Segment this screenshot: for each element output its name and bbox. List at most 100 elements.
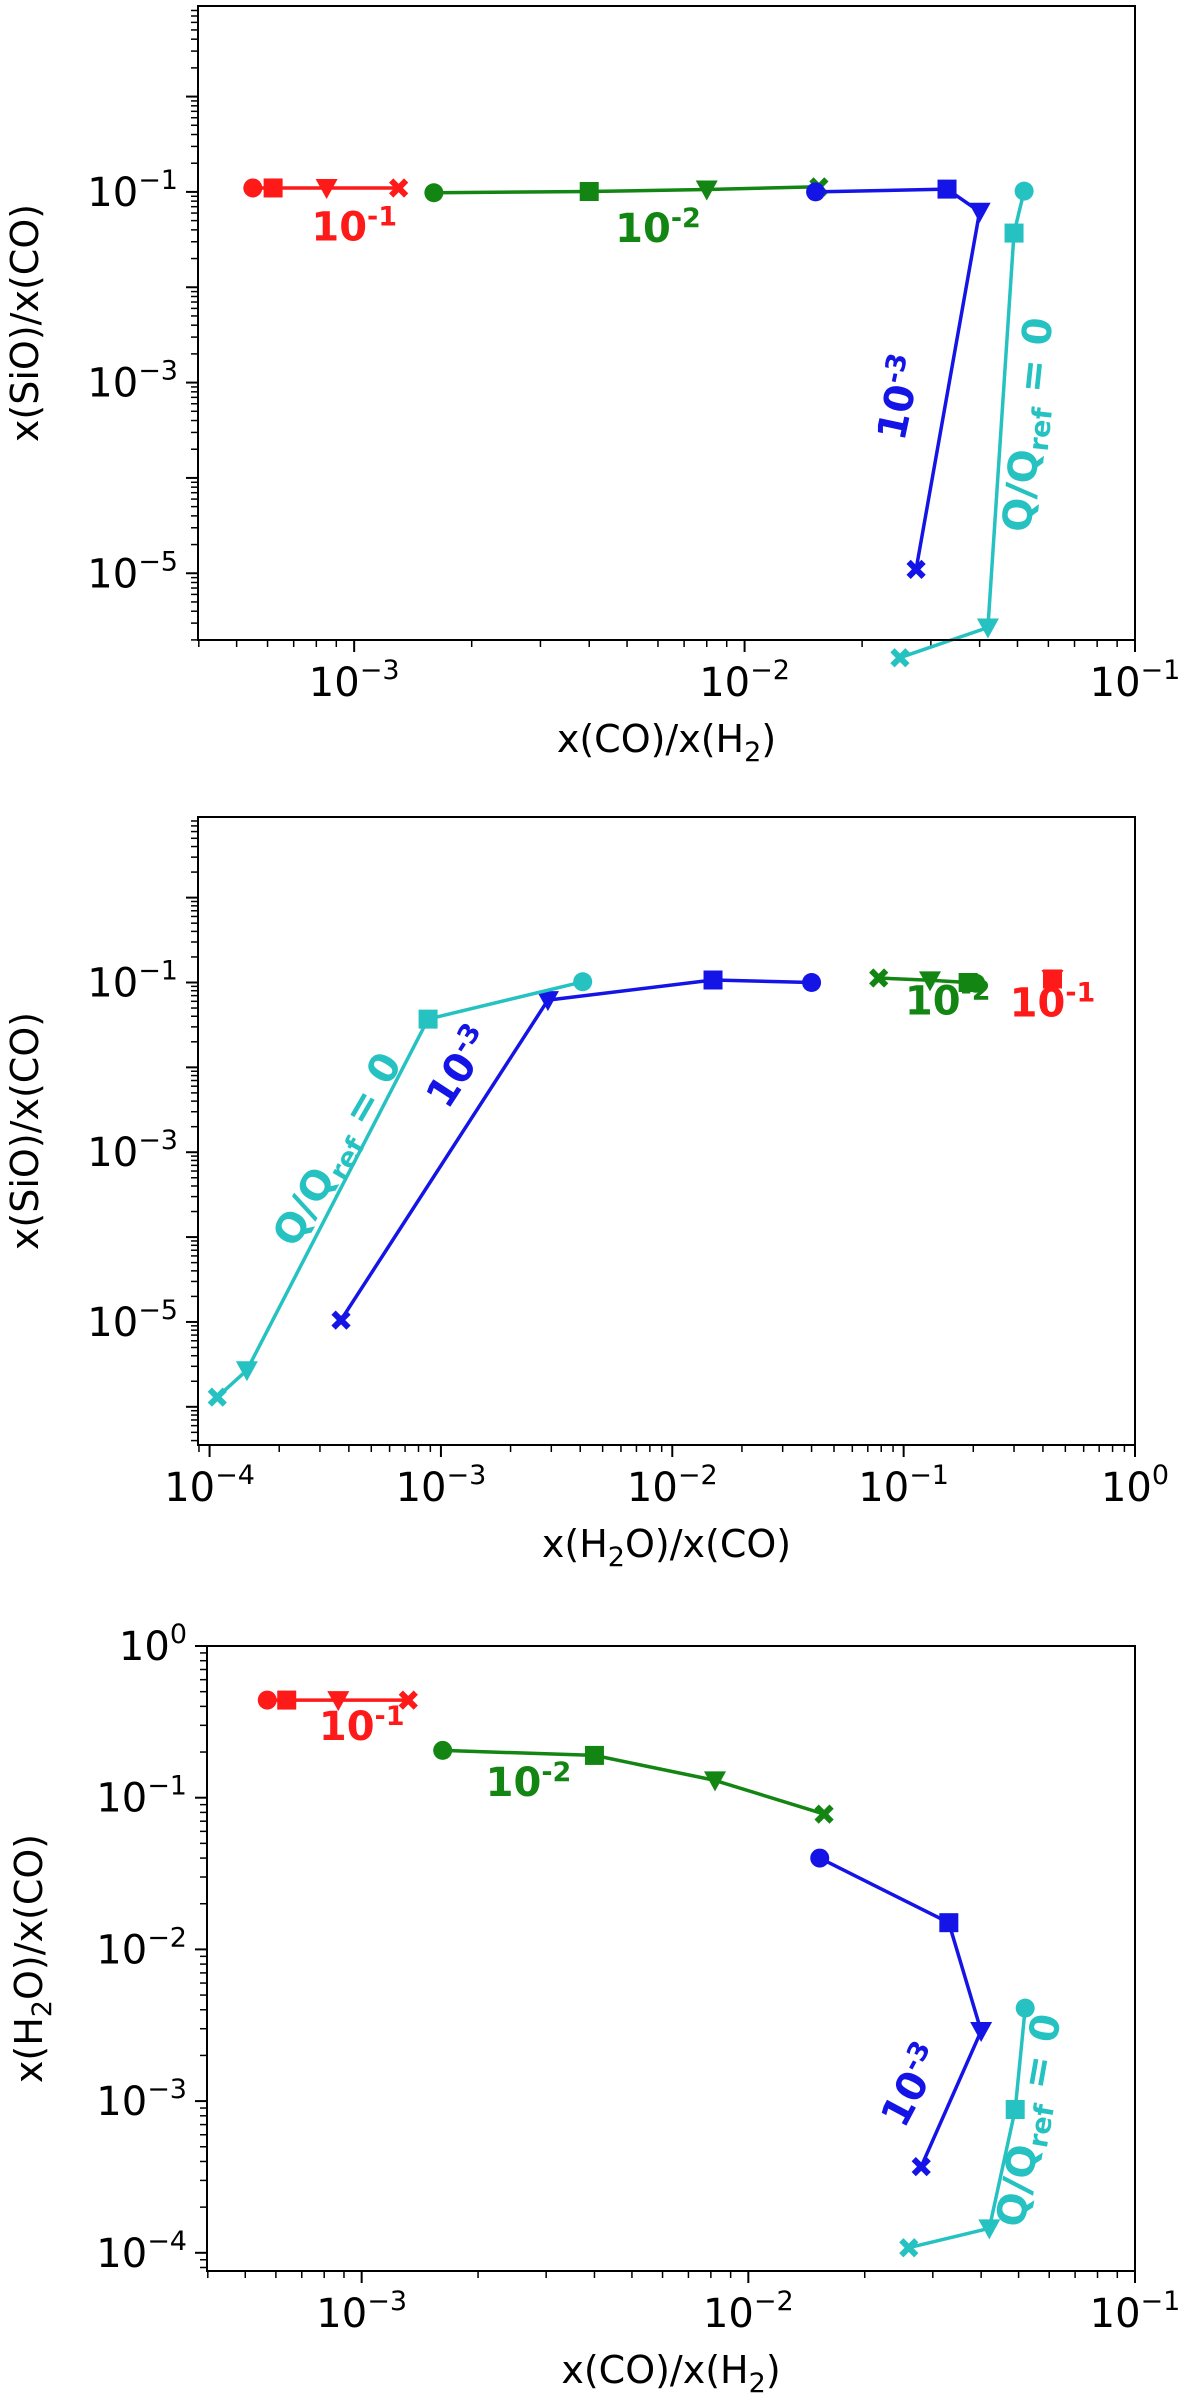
x-tick-label: 10−3: [316, 2286, 407, 2337]
annotation-tail: = 0: [1010, 2010, 1071, 2106]
y-tick-exponent: −1: [138, 955, 178, 986]
data-point-x-marker: [869, 968, 889, 988]
y-tick-exponent: −3: [138, 1125, 178, 1156]
data-point-x-marker: [389, 178, 409, 198]
y-tick-base: 10: [96, 1776, 147, 1822]
series-cyan: [899, 1998, 1035, 2258]
annotation-cyan: Q/Qref = 0: [264, 1045, 417, 1257]
data-point-square-marker: [277, 1690, 297, 1710]
x-axis-label-main: x(H: [542, 1522, 608, 1566]
y-tick-exponent: −1: [147, 1771, 187, 1802]
x-tick-exponent: −2: [678, 1460, 718, 1491]
annotation-base: Q/Q: [994, 447, 1048, 534]
x-tick-label: 10−1: [1090, 655, 1181, 706]
y-tick-exponent: −3: [138, 356, 178, 387]
annotation-base: 10: [869, 380, 926, 444]
y-tick-exponent: −2: [147, 1922, 187, 1953]
x-tick-base: 10: [164, 1465, 215, 1511]
x-tick-label: 10−2: [699, 655, 790, 706]
data-point-circle-marker: [1015, 1998, 1035, 2018]
annotation-green: 10-2: [486, 1757, 572, 1806]
annotation-base: 10: [615, 206, 671, 252]
y-axis-label: x(H2O)/x(CO): [7, 1834, 58, 2083]
x-axis-label-main: x(CO)/x(H: [561, 2348, 748, 2392]
x-tick-base: 10: [1090, 660, 1141, 706]
x-tick-base: 10: [309, 660, 360, 706]
annotation-tail: = 0: [327, 1045, 411, 1145]
x-axis-label-end: ): [766, 2348, 781, 2392]
data-point-square-marker: [939, 1913, 959, 1933]
y-axis-label-main: x(H: [7, 2017, 51, 2083]
y-tick-exponent: −3: [147, 2074, 187, 2105]
data-point-triangle-marker: [695, 180, 718, 201]
annotation-tail: = 0: [1007, 315, 1062, 409]
y-tick-label: 100: [119, 1619, 187, 1670]
annotation-superscript: -2: [961, 976, 991, 1007]
panel-middle: 10−4 10−3 10−2 10−1 10010−110−310−5x(H2O)/x(…: [3, 816, 1169, 1573]
x-tick-base: 10: [858, 1465, 909, 1511]
series-line: [815, 187, 982, 570]
x-axis-label-main: x(CO)/x(H: [557, 717, 744, 761]
y-axis-label: x(SiO)/x(CO): [3, 204, 47, 442]
data-point-x-marker: [398, 1690, 418, 1710]
data-point-square-marker: [579, 181, 599, 201]
x-tick-label: 10−4: [164, 1460, 255, 1511]
y-tick-exponent: −4: [147, 2226, 187, 2257]
y-tick-base: 10: [96, 1927, 147, 1973]
plot-frame: [206, 1645, 1136, 2272]
annotation-green: 10-2: [615, 203, 701, 252]
annotation-base: 10: [311, 204, 367, 250]
data-point-x-marker: [899, 2238, 919, 2258]
data-point-square-marker: [1005, 2100, 1025, 2120]
annotation-base: 10: [1010, 980, 1066, 1026]
x-tick-base: 10: [396, 1465, 447, 1511]
series-line: [899, 190, 1026, 660]
x-tick-base: 10: [1101, 1465, 1152, 1511]
x-tick-exponent: −2: [754, 2286, 794, 2317]
x-axis-label-sub: 2: [744, 737, 761, 768]
x-tick-exponent: −3: [367, 2286, 407, 2317]
y-tick-exponent: −5: [138, 1295, 178, 1326]
series-line: [216, 980, 584, 1399]
y-tick-base: 10: [87, 1300, 138, 1346]
series-line: [433, 185, 819, 195]
annotation-red: 10-1: [319, 1701, 405, 1750]
data-point-x-marker: [1042, 969, 1063, 989]
y-tick-label: 10−4: [96, 2226, 187, 2277]
y-tick-base: 10: [87, 1130, 138, 1176]
x-tick-exponent: −1: [909, 1460, 949, 1491]
series-line: [908, 2007, 1027, 2250]
series-green: [433, 1740, 834, 1824]
data-point-triangle-marker: [968, 202, 991, 223]
data-point-x-marker: [331, 1310, 351, 1330]
data-point-triangle-marker: [919, 971, 942, 992]
annotation-base: 10: [872, 2064, 939, 2135]
y-tick-exponent: −1: [138, 165, 178, 196]
annotation-superscript: -1: [1065, 977, 1095, 1008]
x-tick-label: 10−1: [858, 1460, 949, 1511]
annotation-base: 10: [905, 979, 961, 1025]
x-tick-label: 10−1: [1090, 2286, 1181, 2337]
x-axis-label-sub: 2: [749, 2368, 766, 2399]
x-tick-exponent: 0: [1152, 1460, 1169, 1491]
y-tick-base: 10: [96, 2079, 147, 2125]
x-tick-exponent: −2: [750, 655, 790, 686]
series-line: [818, 1856, 983, 2168]
y-tick-label: 10−3: [87, 1125, 178, 1176]
x-tick-base: 10: [627, 1465, 678, 1511]
x-tick-label: 10−2: [703, 2286, 794, 2337]
x-tick-label: 100: [1101, 1460, 1169, 1511]
x-tick-exponent: −4: [215, 1460, 255, 1491]
y-axis-label-main: x(SiO)/x(CO): [3, 1012, 47, 1250]
x-tick-base: 10: [316, 2291, 367, 2337]
x-tick-label: 10−2: [627, 1460, 718, 1511]
y-axis-label-main: x(SiO)/x(CO): [3, 204, 47, 442]
x-tick-exponent: −1: [1141, 2286, 1181, 2317]
annotation-red: 10-1: [1010, 977, 1096, 1026]
data-point-triangle-marker: [704, 1771, 727, 1792]
y-tick-label: 10−5: [87, 1295, 178, 1346]
data-point-circle-marker: [243, 178, 263, 198]
annotation-superscript: -2: [671, 203, 701, 234]
y-tick-base: 10: [96, 2231, 147, 2277]
plot-frame: [197, 816, 1136, 1446]
